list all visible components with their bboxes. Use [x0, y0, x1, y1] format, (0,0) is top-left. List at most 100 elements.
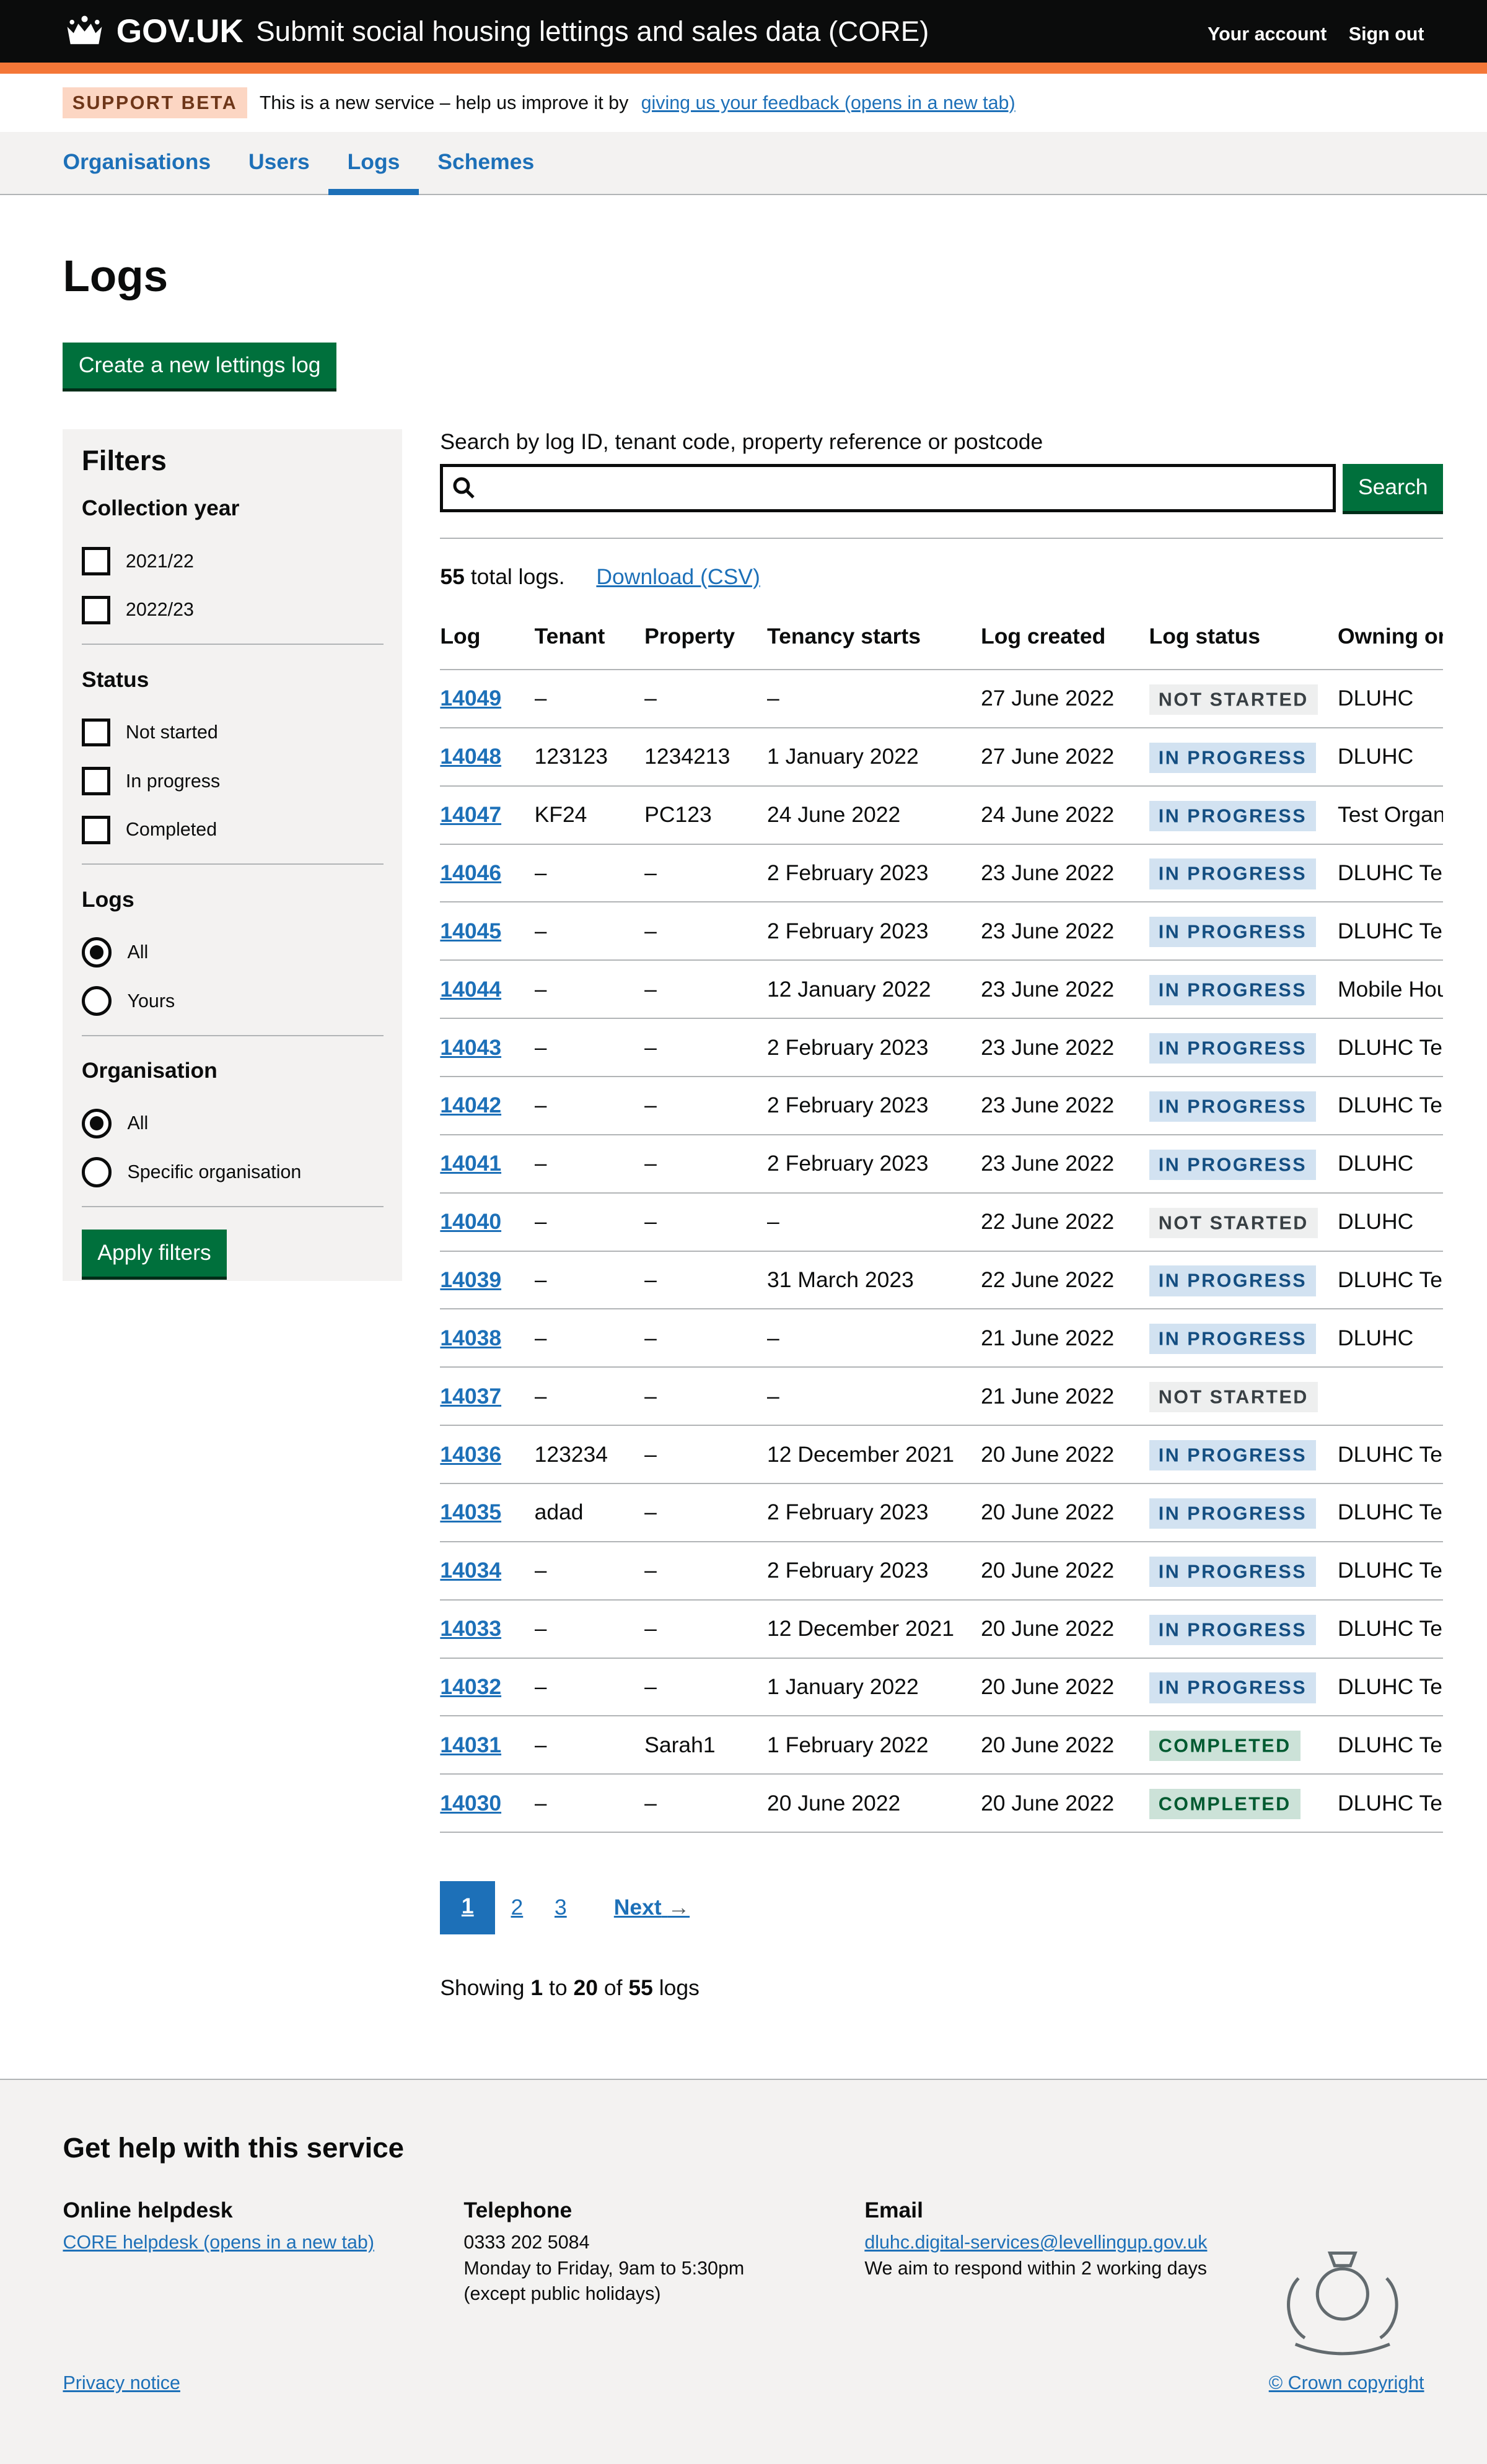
cell-text: 1234213: [644, 744, 730, 769]
page-3[interactable]: 3: [554, 1895, 567, 1920]
cell: DLUHC Tes: [1337, 1018, 1443, 1077]
create-lettings-log-button[interactable]: Create a new lettings log: [63, 343, 336, 388]
next-page-link[interactable]: Next →: [613, 1895, 690, 1920]
checkbox-2021-22[interactable]: 2021/22: [81, 537, 384, 586]
table-row[interactable]: 14040 – – – 22 June 2022 NOT STARTED DLUHC: [440, 1192, 1443, 1252]
sign-out-link[interactable]: Sign out: [1348, 24, 1424, 45]
log-id-link[interactable]: 14038: [440, 1325, 502, 1350]
log-id-link[interactable]: 14033: [440, 1616, 502, 1641]
table-row[interactable]: 14039 – – 31 March 2023 22 June 2022 IN PROGR…: [440, 1251, 1443, 1310]
radio-org-specific[interactable]: Specific organisation: [81, 1148, 384, 1197]
table-row[interactable]: 14033 – – 12 December 2021 20 June 2022 IN PR…: [440, 1599, 1443, 1659]
cell: IN PROGRESS: [1149, 902, 1338, 961]
crown-copyright-link[interactable]: © Crown copyright: [1268, 2372, 1424, 2394]
log-id-link[interactable]: 14041: [440, 1151, 502, 1176]
table-row[interactable]: 14034 – – 2 February 2023 20 June 2022 IN PRO…: [440, 1541, 1443, 1601]
log-id-link[interactable]: 14045: [440, 918, 502, 943]
cell-text: –: [534, 1732, 547, 1757]
apply-filters-button[interactable]: Apply filters: [81, 1229, 227, 1277]
table-row[interactable]: 14045 – – 2 February 2023 23 June 2022 IN PRO…: [440, 902, 1443, 961]
log-id-link[interactable]: 14039: [440, 1267, 502, 1292]
cell-text: 23 June 2022: [981, 1093, 1115, 1118]
table-row[interactable]: 14044 – – 12 January 2022 23 June 2022 IN PRO…: [440, 960, 1443, 1020]
checkbox-2022-23[interactable]: 2022/23: [81, 585, 384, 634]
cell: –: [534, 1367, 645, 1426]
cell-text: DLUHC Tes: [1337, 918, 1443, 943]
nav-users[interactable]: Users: [248, 149, 310, 174]
telephone-number: 0333 202 5084: [463, 2232, 590, 2253]
log-id-link[interactable]: 14036: [440, 1441, 502, 1467]
cell: IN PROGRESS: [1149, 1018, 1338, 1077]
checkbox-completed[interactable]: Completed: [81, 805, 384, 854]
log-id-link[interactable]: 14032: [440, 1674, 502, 1700]
telephone-hours: Monday to Friday, 9am to 5:30pm: [463, 2257, 745, 2279]
log-id-link[interactable]: 14040: [440, 1209, 502, 1234]
cell: COMPLETED: [1149, 1774, 1338, 1833]
status-badge: IN PROGRESS: [1149, 975, 1317, 1006]
cell: 23 June 2022: [981, 844, 1149, 903]
govuk-logo[interactable]: GOV.UK: [63, 12, 243, 50]
privacy-notice-link[interactable]: Privacy notice: [63, 2372, 180, 2394]
table-row[interactable]: 14030 – – 20 June 2022 20 June 2022 COMPLETED…: [440, 1774, 1443, 1833]
nav-organisations[interactable]: Organisations: [63, 149, 211, 174]
table-row[interactable]: 14049 – – – 27 June 2022 NOT STARTED DLUHC: [440, 669, 1443, 728]
table-row[interactable]: 14042 – – 2 February 2023 23 June 2022 IN PRO…: [440, 1077, 1443, 1135]
radio-logs-all[interactable]: All: [81, 928, 384, 977]
arrow-right-icon: →: [667, 1895, 690, 1920]
service-name[interactable]: Submit social housing lettings and sales…: [256, 15, 929, 47]
cell-text: –: [644, 686, 657, 711]
checkbox-not-started[interactable]: Not started: [81, 708, 384, 757]
log-id-link[interactable]: 14048: [440, 744, 502, 769]
search-input[interactable]: [440, 463, 1336, 513]
cell-text: 20 June 2022: [981, 1441, 1115, 1467]
log-id-link[interactable]: 14044: [440, 976, 502, 1002]
filters-panel: Filters Collection year 2021/22 2022/23 …: [63, 429, 403, 1281]
cell-text: –: [534, 1034, 547, 1060]
total-logs: 55 total logs.: [440, 564, 565, 589]
nav-logs[interactable]: Logs: [328, 132, 419, 195]
table-row[interactable]: 14035 adad – 2 February 2023 20 June 2022 IN …: [440, 1483, 1443, 1542]
download-csv-link[interactable]: Download (CSV): [596, 564, 760, 589]
cell-text: DLUHC: [1337, 1325, 1414, 1350]
log-id-link[interactable]: 14047: [440, 802, 502, 828]
log-id-link[interactable]: 14042: [440, 1093, 502, 1118]
cell: 27 June 2022: [981, 727, 1149, 787]
cell: DLUHC: [1337, 669, 1443, 728]
table-row[interactable]: 14032 – – 1 January 2022 20 June 2022 IN PROG…: [440, 1658, 1443, 1717]
log-id-link[interactable]: 14049: [440, 686, 502, 711]
table-row[interactable]: 14047 KF24 PC123 24 June 2022 24 June 2022 IN…: [440, 785, 1443, 845]
table-row[interactable]: 14037 – – – 21 June 2022 NOT STARTED: [440, 1367, 1443, 1426]
search-button[interactable]: Search: [1342, 463, 1443, 511]
log-id-link[interactable]: 14030: [440, 1790, 502, 1815]
table-row[interactable]: 14038 – – – 21 June 2022 IN PROGRESS DLUHC: [440, 1309, 1443, 1368]
feedback-link[interactable]: giving us your feedback (opens in a new …: [641, 92, 1015, 113]
radio-logs-yours[interactable]: Yours: [81, 977, 384, 1026]
status-badge: IN PROGRESS: [1149, 1440, 1317, 1471]
log-id-link[interactable]: 14037: [440, 1383, 502, 1409]
table-row[interactable]: 14043 – – 2 February 2023 23 June 2022 IN PRO…: [440, 1018, 1443, 1077]
table-row[interactable]: 14031 – Sarah1 1 February 2022 20 June 2022 C…: [440, 1716, 1443, 1775]
log-id-link[interactable]: 14034: [440, 1558, 502, 1583]
checkbox-in-progress[interactable]: In progress: [81, 757, 384, 806]
email-link[interactable]: dluhc.digital-services@levellingup.gov.u…: [864, 2232, 1208, 2253]
table-row[interactable]: 14048 123123 1234213 1 January 2022 27 June …: [440, 727, 1443, 787]
your-account-link[interactable]: Your account: [1208, 24, 1327, 45]
table-row[interactable]: 14046 – – 2 February 2023 23 June 2022 IN PRO…: [440, 844, 1443, 903]
helpdesk-link[interactable]: CORE helpdesk (opens in a new tab): [63, 2232, 374, 2253]
cell-text: DLUHC: [1337, 744, 1414, 769]
cell-text: DLUHC Tes: [1337, 1500, 1443, 1525]
table-row[interactable]: 14036 123234 – 12 December 2021 20 June 2022…: [440, 1425, 1443, 1485]
cell-text: DLUHC: [1337, 1209, 1414, 1234]
log-id-link[interactable]: 14035: [440, 1500, 502, 1525]
cell-text: –: [534, 976, 547, 1002]
log-id-link[interactable]: 14046: [440, 860, 502, 885]
table-row[interactable]: 14041 – – 2 February 2023 23 June 2022 IN PRO…: [440, 1134, 1443, 1194]
page-2[interactable]: 2: [511, 1895, 524, 1920]
page-1[interactable]: 1: [440, 1881, 496, 1935]
log-id-link[interactable]: 14043: [440, 1034, 502, 1060]
log-id-link[interactable]: 14031: [440, 1732, 502, 1757]
radio-org-all[interactable]: All: [81, 1099, 384, 1148]
nav-schemes[interactable]: Schemes: [437, 149, 535, 174]
cell: KF24: [534, 785, 645, 845]
status-badge: IN PROGRESS: [1149, 1498, 1317, 1529]
